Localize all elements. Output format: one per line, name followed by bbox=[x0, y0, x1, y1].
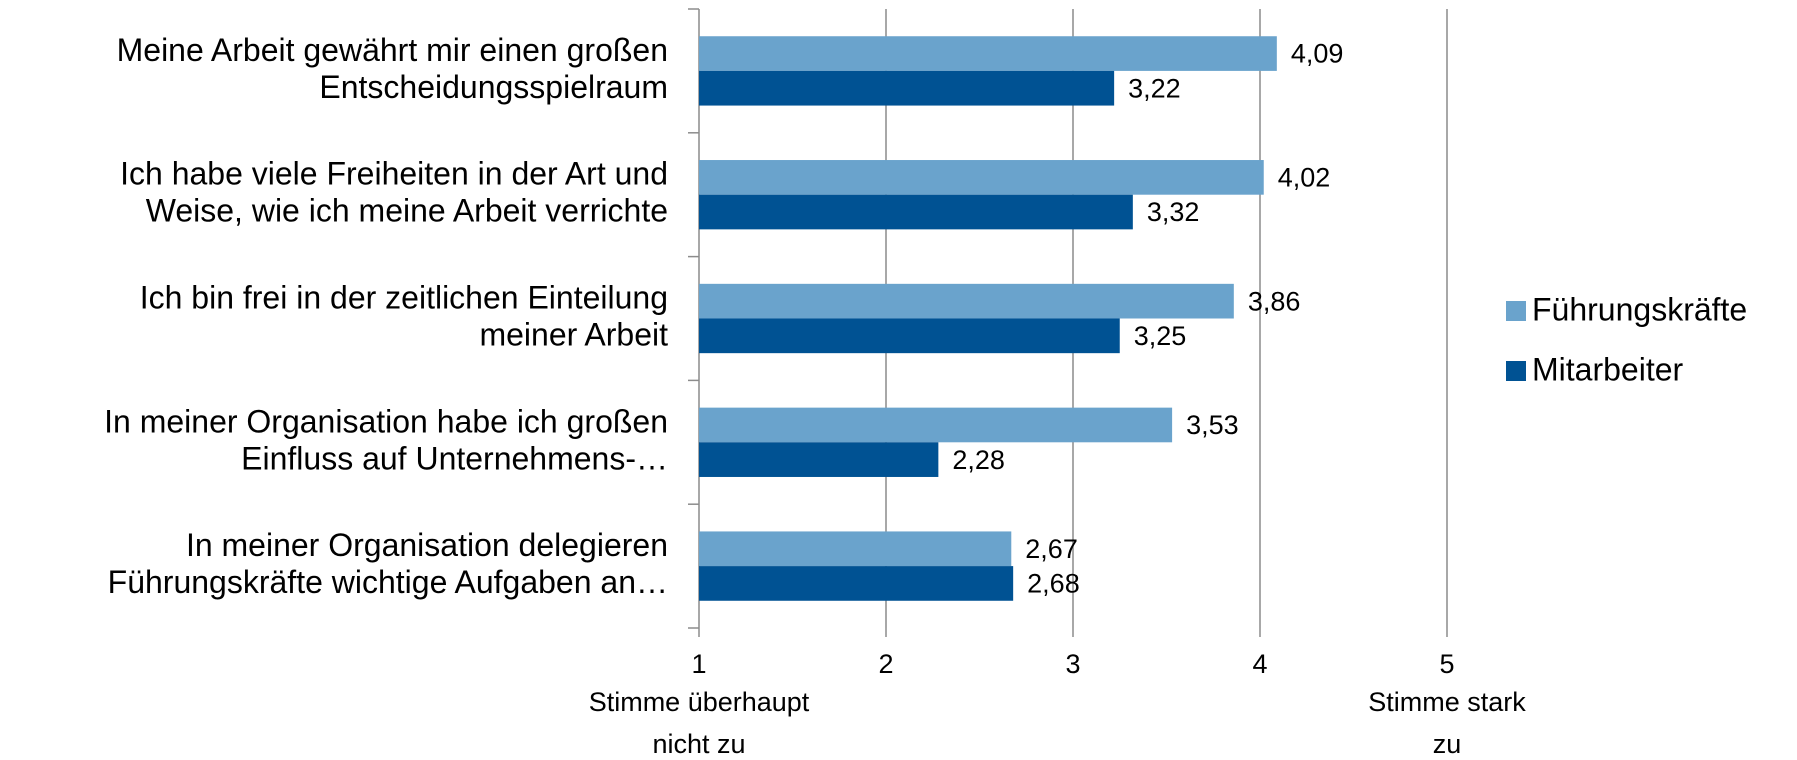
y-tick-label: meiner Arbeit bbox=[479, 316, 668, 352]
legend-label: Mitarbeiter bbox=[1532, 351, 1684, 387]
x-tick-label: 1 bbox=[691, 649, 706, 679]
bar bbox=[699, 70, 1115, 106]
y-tick-label: In meiner Organisation habe ich großen bbox=[104, 403, 668, 439]
y-tick-label: Meine Arbeit gewährt mir einen großen bbox=[117, 32, 668, 68]
data-label: 3,86 bbox=[1248, 286, 1301, 316]
legend-label: Führungskräfte bbox=[1532, 291, 1747, 327]
x-tick-label: 3 bbox=[1065, 649, 1080, 679]
data-label: 2,28 bbox=[952, 445, 1005, 475]
y-tick-label: Weise, wie ich meine Arbeit verrichte bbox=[146, 193, 668, 229]
bar bbox=[699, 566, 1014, 601]
data-label: 2,67 bbox=[1025, 534, 1078, 564]
legend-swatch bbox=[1506, 361, 1526, 381]
data-label: 3,25 bbox=[1134, 321, 1187, 351]
y-tick-label: Führungskräfte wichtige Aufgaben an… bbox=[108, 564, 668, 600]
data-label: 3,22 bbox=[1128, 73, 1181, 103]
y-tick-label: In meiner Organisation delegieren bbox=[186, 527, 668, 563]
y-tick-label: Ich habe viele Freiheiten in der Art und bbox=[120, 156, 668, 192]
data-label: 3,53 bbox=[1186, 410, 1239, 440]
x-tick-label: 4 bbox=[1252, 649, 1267, 679]
axis-end-label: Stimme überhaupt bbox=[589, 687, 810, 717]
bar bbox=[699, 531, 1012, 567]
data-label: 2,68 bbox=[1027, 569, 1080, 599]
data-label: 4,02 bbox=[1278, 162, 1331, 192]
bar bbox=[699, 318, 1120, 354]
bar bbox=[699, 160, 1264, 195]
bar bbox=[699, 407, 1173, 443]
y-tick-label: Einfluss auf Unternehmens-… bbox=[241, 440, 668, 476]
x-tick-label: 2 bbox=[878, 649, 893, 679]
axis-end-label: nicht zu bbox=[652, 729, 745, 759]
y-tick-label: Ich bin frei in der zeitlichen Einteilun… bbox=[140, 279, 668, 315]
axis-end-label: Stimme stark bbox=[1368, 687, 1526, 717]
bar bbox=[699, 194, 1133, 230]
data-label: 4,09 bbox=[1291, 39, 1344, 69]
y-tick-label: Entscheidungsspielraum bbox=[319, 69, 668, 105]
bar bbox=[699, 36, 1277, 71]
bar bbox=[699, 283, 1234, 319]
data-label: 3,32 bbox=[1147, 197, 1200, 227]
x-tick-label: 5 bbox=[1439, 649, 1454, 679]
axis-end-label: zu bbox=[1433, 729, 1462, 759]
legend-swatch bbox=[1506, 301, 1526, 321]
bar bbox=[699, 442, 939, 477]
